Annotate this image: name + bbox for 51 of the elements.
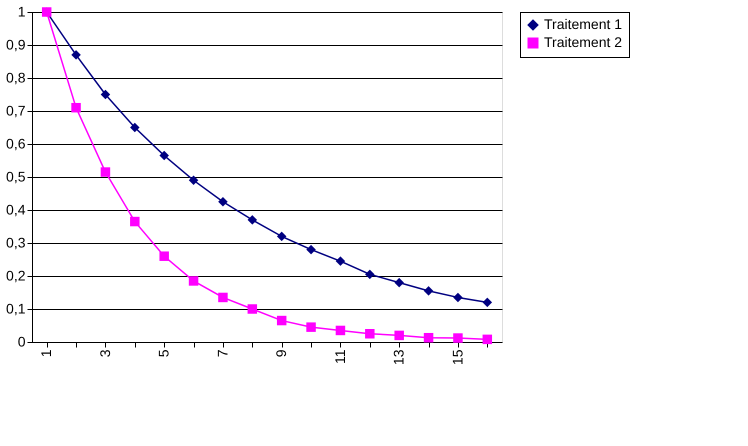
point <box>424 332 434 342</box>
point <box>248 304 258 314</box>
x-tick-label: 15 <box>449 349 466 366</box>
x-tick-label: 13 <box>390 349 407 366</box>
y-tick-label: 0,1 <box>6 300 26 316</box>
point <box>276 232 286 242</box>
x-tick-label: 9 <box>273 349 290 358</box>
point <box>218 292 228 302</box>
point <box>188 176 198 186</box>
point <box>130 216 140 226</box>
x-tick-label: 7 <box>214 349 230 358</box>
point <box>130 122 140 132</box>
point <box>71 50 81 60</box>
y-tick-label: 0 <box>18 334 26 350</box>
y-tick-label: 0,5 <box>6 168 26 184</box>
point <box>424 286 434 296</box>
y-tick-label: 0,7 <box>6 102 26 118</box>
point <box>188 276 198 286</box>
point <box>482 334 492 344</box>
point <box>276 316 286 326</box>
point <box>159 251 169 261</box>
point <box>306 244 316 254</box>
point <box>100 167 110 177</box>
point <box>218 197 228 206</box>
y-tick-label: 0,2 <box>6 268 26 284</box>
legend-label: Traitement 2 <box>544 34 622 50</box>
point <box>306 322 316 332</box>
y-tick-label: 0,6 <box>6 136 26 152</box>
point <box>336 256 346 266</box>
point <box>159 150 169 160</box>
x-tick-label: 5 <box>156 349 172 358</box>
point <box>394 278 404 288</box>
y-tick-label: 0,9 <box>6 36 26 52</box>
x-tick-label: 11 <box>332 349 348 364</box>
point <box>71 102 81 112</box>
y-tick-label: 1 <box>18 4 26 20</box>
point <box>100 90 110 100</box>
point <box>482 298 492 308</box>
x-tick-label: 3 <box>96 349 113 358</box>
legend-label: Traitement 1 <box>544 16 622 32</box>
point <box>453 333 463 343</box>
point <box>365 270 375 280</box>
x-tick-label: 1 <box>38 349 54 358</box>
point <box>336 326 346 336</box>
point <box>394 330 404 340</box>
point <box>365 329 375 338</box>
y-tick-label: 0,8 <box>6 70 26 86</box>
point <box>453 292 463 302</box>
y-tick-label: 0,3 <box>6 234 26 250</box>
point <box>248 215 258 225</box>
y-tick-label: 0,4 <box>6 202 26 218</box>
